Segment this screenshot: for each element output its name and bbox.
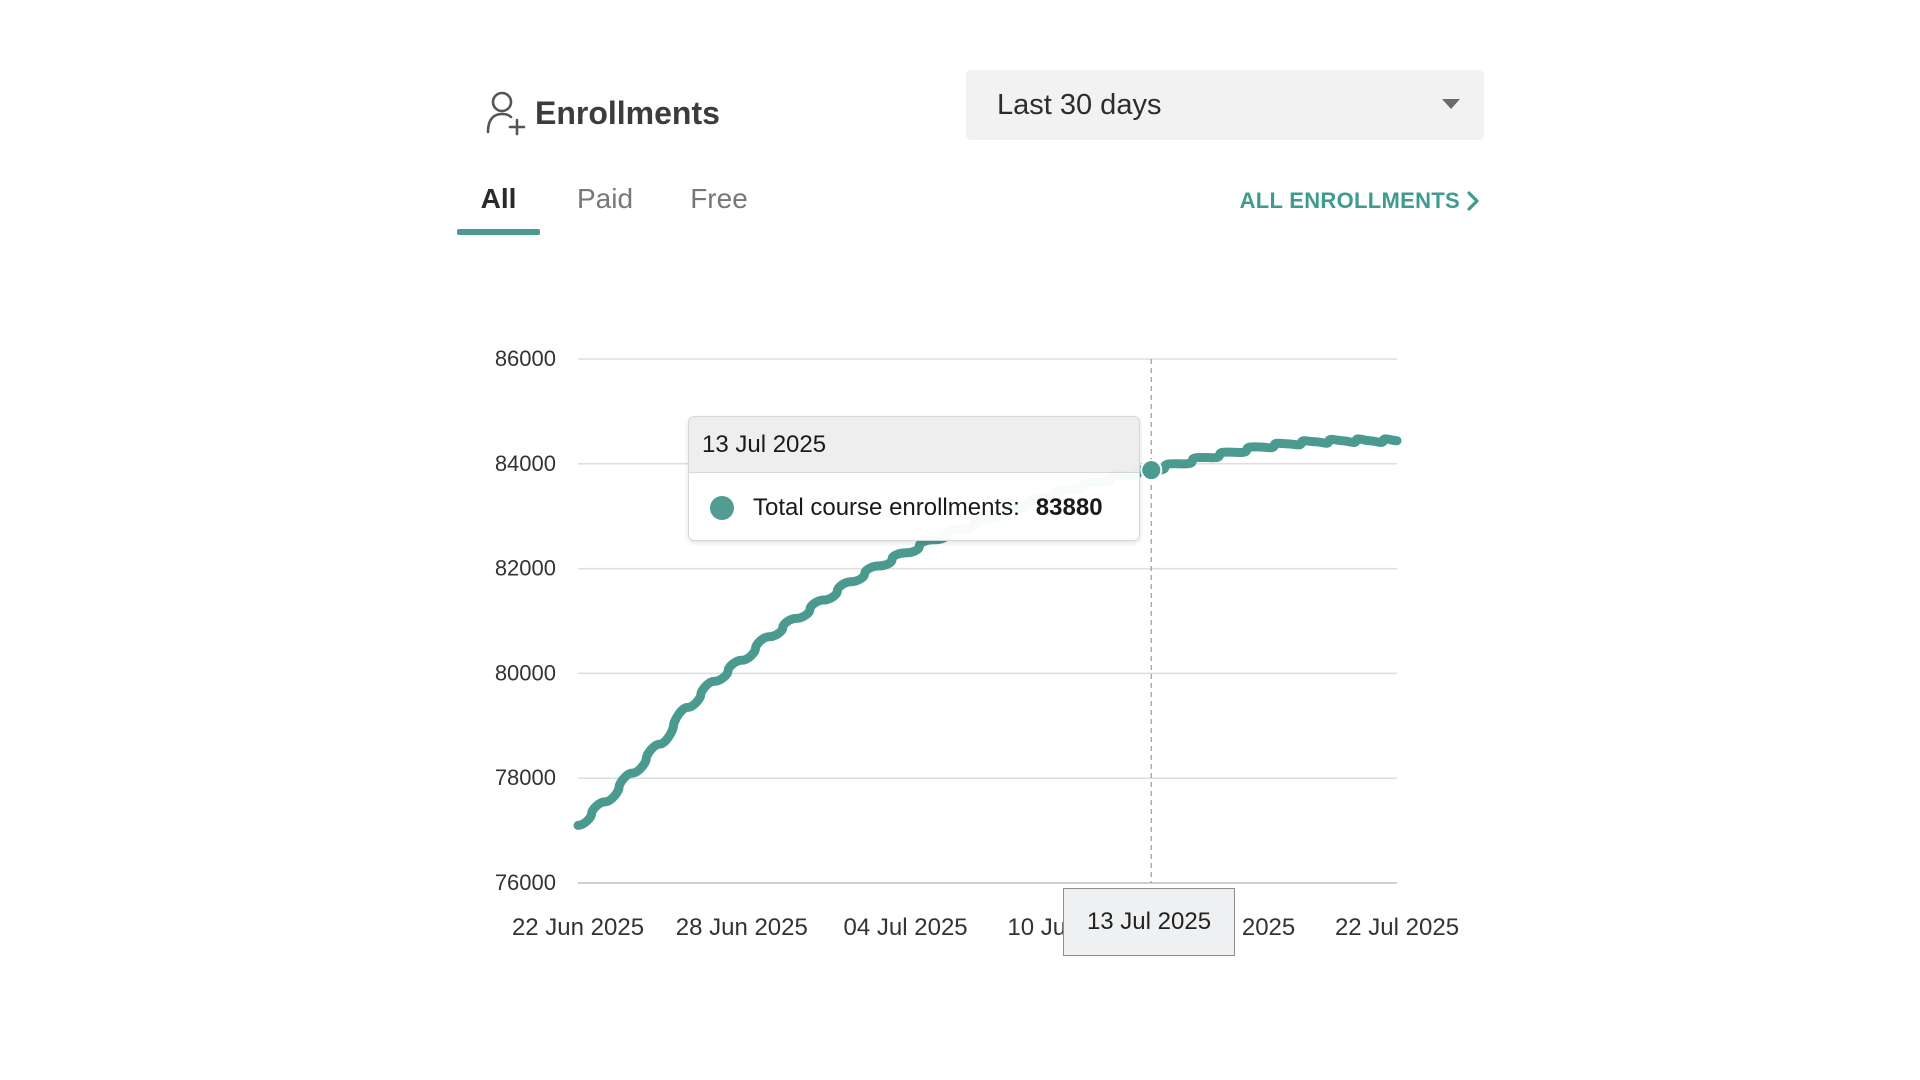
y-tick-label: 76000 <box>495 870 556 895</box>
y-axis: 86000 84000 82000 80000 78000 76000 <box>495 346 556 895</box>
tooltip-row: Total course enrollments: 83880 <box>689 473 1139 540</box>
series-marker-icon <box>710 496 734 520</box>
chevron-down-icon <box>1442 99 1460 109</box>
tab-paid[interactable]: Paid <box>576 183 634 214</box>
date-range-value: Last 30 days <box>997 88 1162 121</box>
widget-header: Enrollments <box>485 90 720 136</box>
chevron-right-icon <box>1467 191 1479 211</box>
tab-free[interactable]: Free <box>690 183 748 214</box>
x-tick-label: 28 Jun 2025 <box>676 914 808 941</box>
tooltip-date: 13 Jul 2025 <box>689 417 1139 473</box>
chart-tooltip: 13 Jul 2025 Total course enrollments: 83… <box>688 416 1140 541</box>
tooltip-series-label: Total course enrollments: <box>753 494 1020 521</box>
y-tick-label: 86000 <box>495 346 556 371</box>
all-enrollments-link[interactable]: ALL ENROLLMENTS <box>1240 188 1480 214</box>
user-plus-icon <box>486 91 526 136</box>
x-axis: 22 Jun 2025 28 Jun 2025 04 Jul 2025 10 Jul … <box>512 914 1459 941</box>
x-tick-label: 22 Jul 2025 <box>1335 914 1459 941</box>
tab-all[interactable]: All <box>457 175 540 235</box>
x-tick-label: 22 Jun 2025 <box>512 914 644 941</box>
y-tick-label: 84000 <box>495 451 556 476</box>
enrollment-tabs: All Paid Free <box>457 175 754 235</box>
tooltip-value: 83880 <box>1035 494 1103 521</box>
widget-title: Enrollments <box>535 94 720 131</box>
y-tick-label: 78000 <box>495 765 556 790</box>
x-crosshair-label: 13 Jul 2025 <box>1063 888 1235 956</box>
x-tick-label: 04 Jul 2025 <box>844 914 968 941</box>
highlight-point <box>1140 459 1163 482</box>
y-tick-label: 82000 <box>495 556 556 581</box>
date-range-select[interactable]: Last 30 days <box>966 70 1484 140</box>
y-tick-label: 80000 <box>495 660 556 685</box>
all-enrollments-label: ALL ENROLLMENTS <box>1239 188 1460 213</box>
